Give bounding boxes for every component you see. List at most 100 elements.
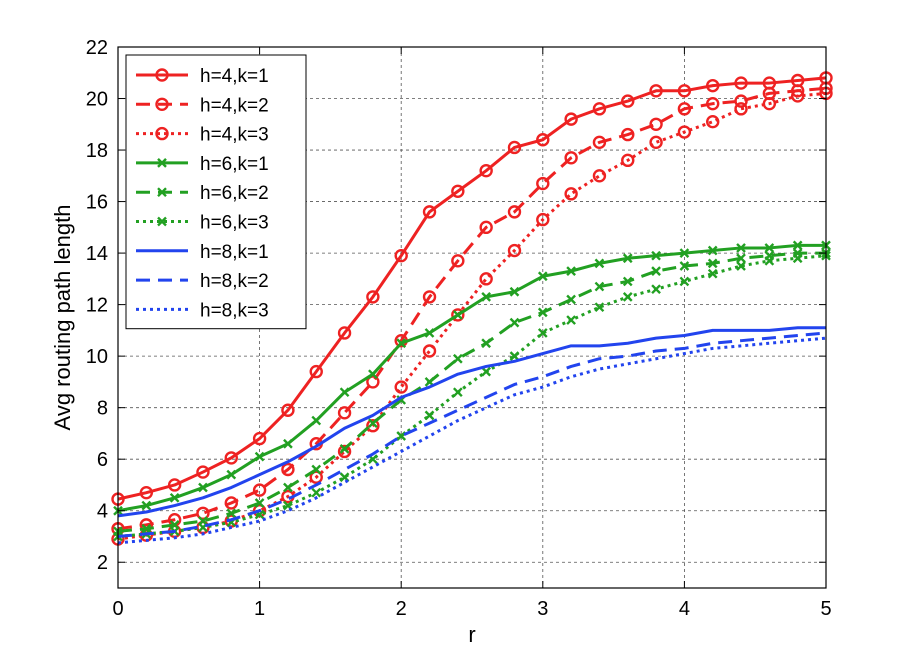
series-point: [368, 369, 378, 380]
legend-item: h=6,k=2: [136, 183, 269, 204]
series-point-stroke: [452, 387, 463, 398]
y-tick-label: 10: [86, 346, 108, 368]
series-point-stroke: [481, 292, 492, 302]
series-point: [736, 253, 746, 264]
series-point: [396, 338, 407, 349]
series-point: [452, 387, 463, 398]
series-point-stroke: [509, 351, 520, 361]
legend-label: h=6,k=2: [200, 183, 269, 204]
x-tick-label: 0: [112, 598, 123, 620]
series-point: [366, 290, 380, 304]
x-tick-label: 5: [820, 598, 831, 620]
series-point: [481, 292, 492, 302]
series-point: [424, 328, 435, 338]
series-point: [226, 469, 237, 480]
series-point: [592, 102, 607, 116]
y-tick-label: 14: [86, 243, 108, 265]
series-point: [224, 496, 238, 510]
series-point: [481, 338, 492, 349]
series-point: [621, 127, 635, 142]
series-point: [311, 464, 322, 475]
legend-label: h=4,k=3: [200, 125, 269, 146]
series-point: [651, 284, 661, 295]
series-point-stroke: [311, 415, 322, 426]
series-point-stroke: [311, 464, 322, 475]
series-point: [592, 135, 607, 150]
series-point-stroke: [226, 469, 237, 480]
series-line: [117, 336, 827, 545]
x-tick-label: 4: [679, 598, 690, 620]
series-point: [509, 317, 520, 328]
series-point: [422, 344, 437, 358]
series-point: [157, 216, 167, 227]
series-point: [764, 255, 775, 266]
series-point: [621, 94, 635, 108]
series-point: [507, 140, 522, 155]
series-point-stroke: [396, 338, 407, 349]
series-point: [707, 258, 718, 269]
series-point: [651, 250, 661, 261]
legend-label: h=8,k=3: [200, 300, 269, 321]
series-point: [196, 506, 210, 520]
series-point-stroke: [157, 158, 167, 168]
series-point-stroke: [651, 284, 661, 295]
legend-item: h=6,k=1: [136, 154, 269, 175]
legend-label: h=8,k=2: [200, 271, 269, 292]
y-tick-label: 12: [86, 295, 108, 317]
series-point: [141, 500, 152, 511]
series-point-stroke: [566, 266, 576, 276]
series-point-stroke: [509, 317, 520, 328]
series-point: [254, 498, 265, 508]
series-point: [677, 125, 692, 139]
series-point: [283, 482, 293, 493]
series-point: [649, 117, 663, 131]
series-point: [507, 205, 522, 219]
series-point: [622, 253, 633, 264]
series-point-stroke: [679, 248, 690, 258]
series-point: [734, 94, 748, 108]
series-point: [734, 102, 748, 116]
series-point-stroke: [283, 500, 293, 511]
series-point: [679, 276, 690, 287]
series-point-stroke: [283, 438, 293, 449]
series-point: [536, 133, 550, 147]
series-point-stroke: [707, 258, 718, 269]
y-tick-label: 6: [97, 449, 108, 471]
y-tick-label: 8: [97, 398, 108, 420]
series-point: [792, 253, 803, 264]
series-point-stroke: [339, 472, 350, 483]
series-point: [792, 240, 803, 251]
series-point: [422, 205, 437, 219]
series-point: [707, 268, 718, 279]
series-point-stroke: [198, 482, 208, 493]
series-point: [594, 281, 605, 292]
series-point: [309, 470, 323, 484]
series-point: [790, 89, 805, 103]
series-point: [157, 158, 167, 168]
x-tick-label: 3: [537, 598, 548, 620]
series-point: [734, 76, 748, 90]
series-point: [564, 112, 578, 126]
series-point: [594, 258, 605, 269]
series-point-stroke: [792, 253, 803, 264]
series-point: [451, 254, 465, 268]
series-point-stroke: [566, 294, 576, 305]
series-point: [764, 243, 775, 253]
x-axis-label: r: [468, 622, 475, 647]
grid: [118, 47, 826, 588]
series-h=8,k=1: [117, 326, 826, 518]
y-axis-label: Avg routing path length: [50, 205, 75, 431]
series-h=6,k=1: [113, 240, 831, 516]
series-point: [507, 243, 522, 258]
series-point-stroke: [537, 271, 548, 282]
series-point-stroke: [452, 310, 463, 320]
series-point-stroke: [254, 509, 265, 520]
legend-item: h=8,k=1: [136, 242, 269, 263]
series-point: [706, 115, 720, 129]
series-point: [281, 462, 295, 477]
series-point: [479, 220, 493, 235]
series-point: [677, 84, 692, 98]
series-point-stroke: [368, 454, 378, 465]
series-point: [424, 410, 435, 421]
